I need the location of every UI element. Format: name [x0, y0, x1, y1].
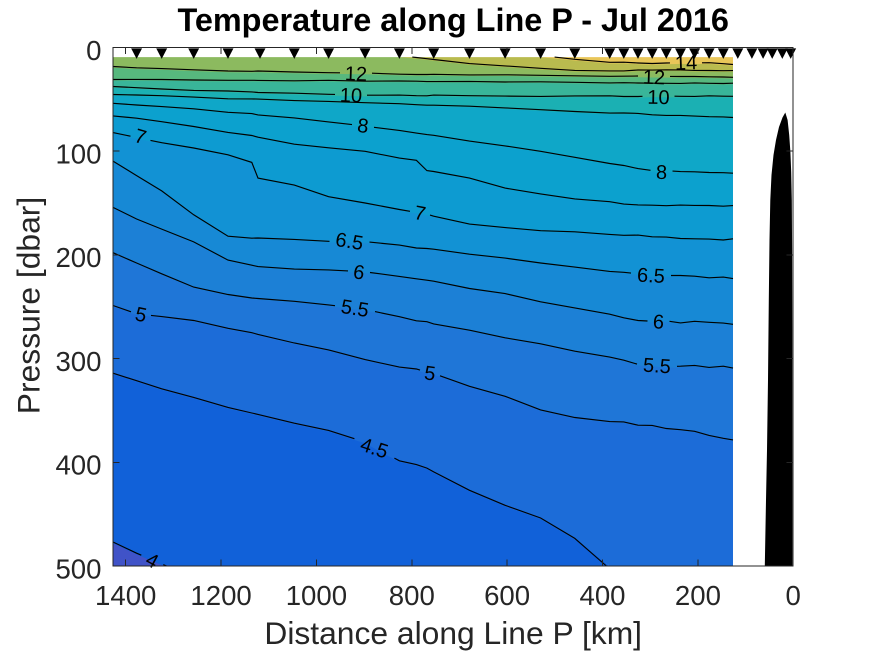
svg-text:5: 5: [423, 362, 437, 385]
svg-text:5.5: 5.5: [339, 296, 370, 322]
svg-text:12: 12: [642, 67, 665, 90]
svg-text:0: 0: [86, 35, 101, 66]
svg-text:10: 10: [339, 85, 362, 108]
svg-text:0: 0: [786, 580, 801, 611]
svg-text:400: 400: [55, 450, 101, 481]
svg-text:6: 6: [652, 311, 665, 334]
svg-text:10: 10: [647, 87, 670, 109]
svg-text:7: 7: [412, 202, 427, 226]
svg-text:300: 300: [55, 346, 101, 377]
svg-text:5.5: 5.5: [642, 355, 671, 379]
svg-text:12: 12: [344, 63, 367, 86]
svg-text:200: 200: [55, 242, 101, 273]
svg-text:1200: 1200: [190, 580, 251, 611]
svg-text:200: 200: [675, 580, 721, 611]
svg-text:400: 400: [579, 580, 625, 611]
svg-text:5: 5: [133, 303, 148, 327]
svg-text:6.5: 6.5: [636, 265, 665, 288]
svg-text:600: 600: [484, 580, 530, 611]
svg-text:500: 500: [55, 553, 101, 584]
svg-text:Temperature along Line P - Jul: Temperature along Line P - Jul 2016: [177, 2, 728, 38]
svg-text:Pressure [dbar]: Pressure [dbar]: [11, 197, 47, 414]
svg-text:800: 800: [389, 580, 435, 611]
svg-text:6: 6: [352, 261, 366, 284]
svg-text:14: 14: [675, 52, 698, 75]
svg-text:1400: 1400: [95, 580, 156, 611]
svg-text:8: 8: [656, 162, 668, 184]
svg-text:Distance along Line P [km]: Distance along Line P [km]: [264, 615, 642, 651]
svg-text:1000: 1000: [286, 580, 347, 611]
svg-text:8: 8: [356, 115, 370, 138]
svg-text:100: 100: [55, 139, 101, 170]
svg-text:6.5: 6.5: [334, 229, 365, 255]
